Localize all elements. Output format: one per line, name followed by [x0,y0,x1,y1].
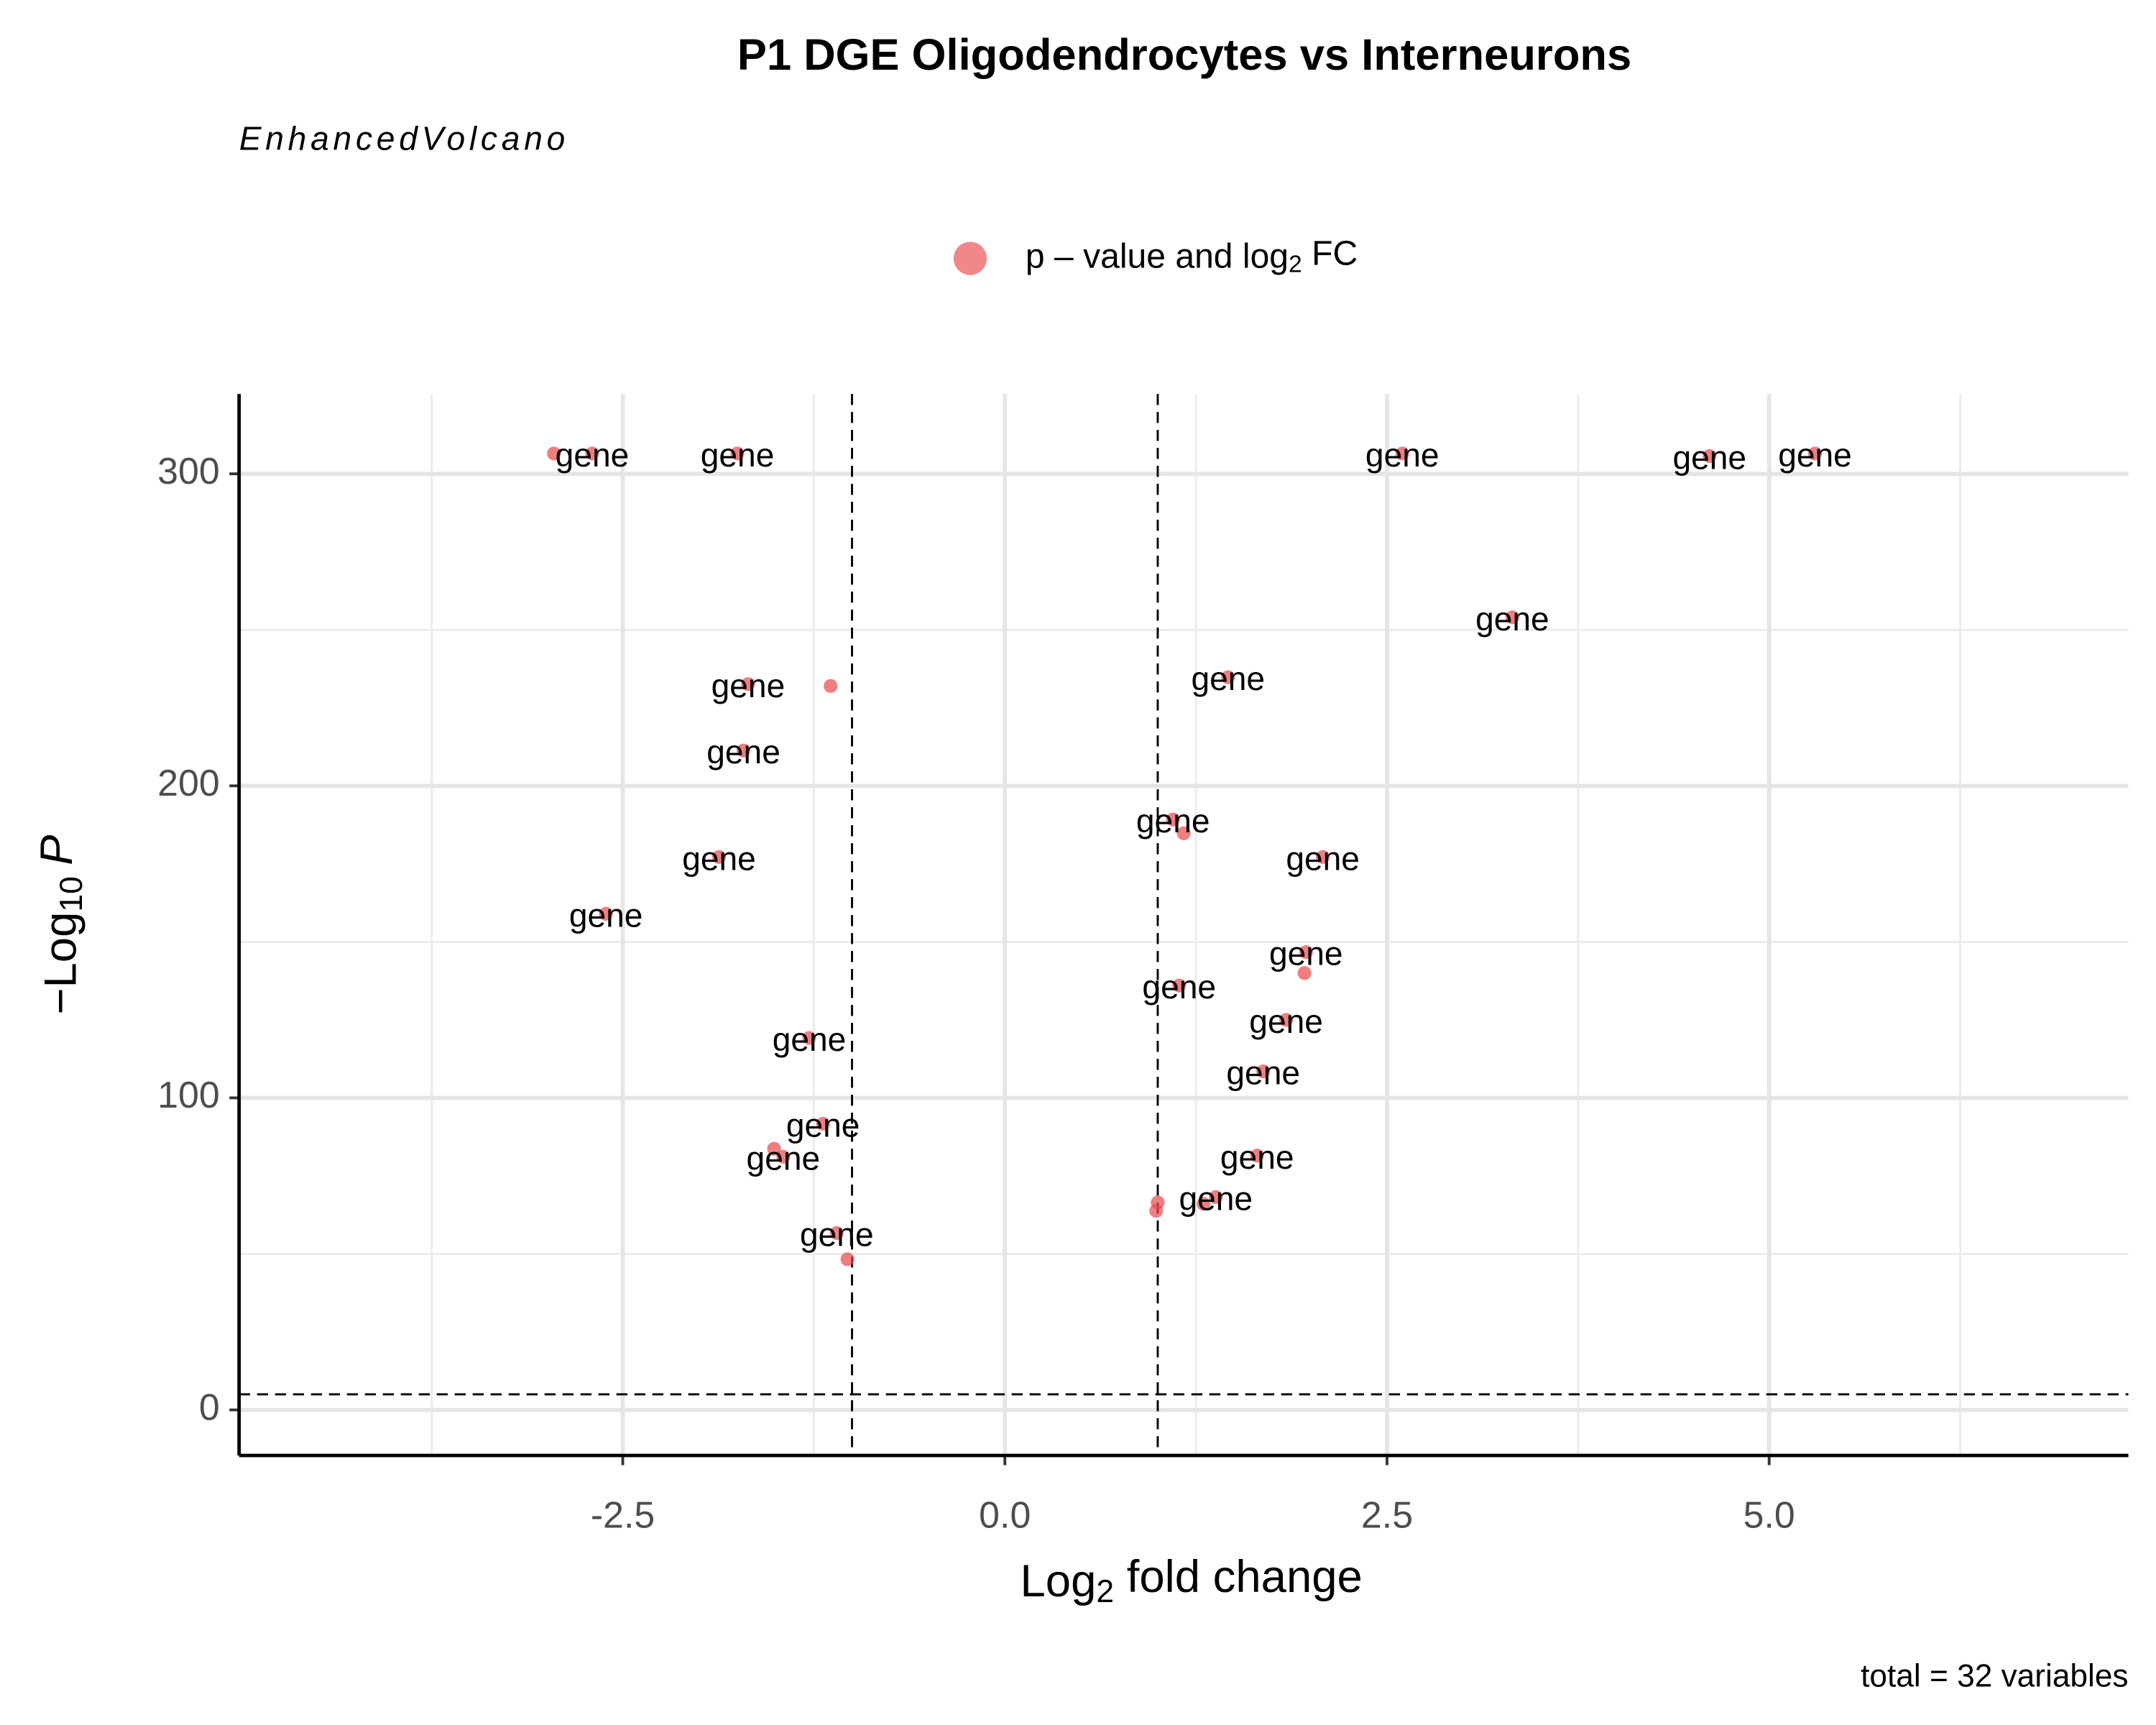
point [1299,945,1313,960]
point [1250,1149,1264,1163]
legend-label: p – value and log2 FC [1026,234,1358,278]
point [1279,1013,1294,1027]
chart-title: P1 DGE Oligodendrocytes vs Interneurons [737,30,1631,80]
caption: total = 32 variables [1861,1658,2128,1693]
label-subscript: 2 [1096,1574,1114,1609]
point [730,446,745,461]
x-tick-label: 5.0 [1743,1494,1795,1536]
label-text: Log [1021,1556,1097,1606]
point [585,446,599,461]
point [1505,610,1520,625]
x-tick-label: 2.5 [1361,1494,1413,1536]
point-label: gene [1220,1138,1294,1176]
point-label: gene [1191,660,1265,697]
label-text: FC [1302,234,1358,272]
label-text: P [32,835,82,865]
point [1166,812,1180,827]
point [1172,978,1187,993]
point [1703,448,1717,464]
point [776,1149,791,1164]
point [741,677,755,691]
chart-subtitle: EnhancedVolcano [239,119,569,157]
label-subscript: 2 [1289,252,1302,278]
point [802,1031,816,1045]
point-label: gene [1142,968,1216,1006]
point-label: gene [1249,1003,1323,1040]
y-tick-label: 300 [157,451,220,492]
point-label: gene [773,1021,847,1058]
point-label: gene [1365,436,1439,474]
label-text: fold change [1114,1552,1363,1602]
x-axis-title: Log2 fold change [1021,1552,1363,1609]
point [1807,446,1823,461]
label-subscript: 10 [54,876,89,911]
point [1209,1190,1223,1205]
point-label: gene [711,667,786,704]
point-label: gene [682,840,756,877]
legend-marker [953,242,987,275]
point-label: gene [569,896,643,934]
point-label: gene [747,1139,821,1177]
point-label: gene [706,733,780,770]
point [1395,446,1409,461]
point [816,1116,830,1131]
point-label: gene [1778,436,1852,474]
point-label: gene [1136,802,1210,840]
label-text: −Log [35,912,86,1015]
point [1256,1064,1271,1079]
point-label: gene [1475,600,1549,638]
point [1176,826,1191,840]
point [840,1252,854,1266]
point [1149,1204,1164,1218]
point [1221,670,1235,684]
point-label: gene [786,1106,860,1144]
y-tick-label: 100 [157,1075,220,1116]
point-label: gene [1672,438,1746,476]
point [1197,1197,1211,1211]
x-tick-label: -2.5 [591,1494,655,1536]
y-tick-label: 200 [157,763,220,804]
point-label: gene [1179,1179,1253,1217]
point [767,1141,781,1156]
y-axis-title: −Log10 P [32,835,89,1015]
point-label: gene [1226,1054,1300,1092]
point-label: gene [800,1215,874,1253]
label-text: p – value and log [1026,236,1289,275]
point-label: gene [556,436,630,474]
point-label: gene [701,436,775,474]
x-tick-label: 0.0 [979,1494,1031,1536]
point [736,743,751,758]
point [1297,966,1312,980]
point [547,446,561,461]
point-label: gene [1286,840,1360,877]
point [824,678,838,694]
y-tick-label: 0 [199,1386,220,1428]
point [829,1225,844,1241]
point-label: gene [1269,935,1343,972]
point [711,850,727,864]
point [599,906,613,921]
point [1316,850,1330,864]
